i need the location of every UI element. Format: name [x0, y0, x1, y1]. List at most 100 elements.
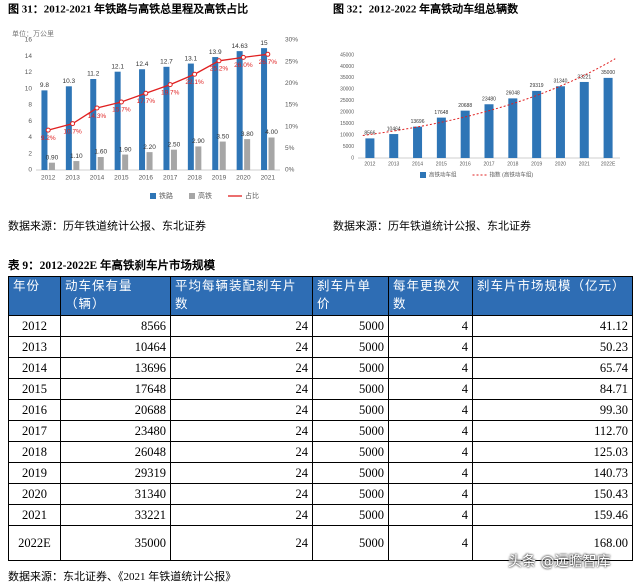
line-label: 19.7% — [161, 89, 180, 96]
legend-label: 高铁动车组 — [429, 170, 457, 178]
table-cell: 24 — [170, 441, 313, 463]
table-cell: 2018 — [8, 441, 61, 463]
table-cell: 2019 — [8, 462, 61, 484]
bar — [170, 149, 177, 170]
table-row: 2020 31340 24 5000 4 150.43 — [8, 483, 633, 505]
table-cell: 24 — [170, 336, 313, 358]
line — [48, 53, 268, 131]
table-cell: 2014 — [8, 357, 61, 379]
y-tick-label: 0 — [28, 167, 32, 174]
line-label: 17.7% — [137, 98, 156, 105]
bar — [90, 79, 97, 170]
data-label: 1.60 — [94, 149, 107, 156]
table-cell: 5000 — [312, 525, 389, 561]
bar — [236, 51, 243, 170]
y-tick-label: 5000 — [343, 144, 354, 150]
table-cell: 168.00 — [472, 525, 633, 561]
table-cell: 5000 — [312, 504, 389, 526]
data-label: 33221 — [577, 74, 591, 80]
y-tick-label: 45000 — [340, 52, 354, 58]
table-cell: 13696 — [60, 357, 171, 379]
y-tick-label: 4 — [28, 134, 32, 141]
y2-tick-label: 25% — [285, 58, 298, 65]
header-cell: 每年更换次数 — [388, 276, 473, 316]
table-cell: 2017 — [8, 420, 61, 442]
table-cell: 17648 — [60, 378, 171, 400]
x-tick-label: 2016 — [139, 175, 154, 182]
y-tick-label: 25000 — [340, 98, 354, 104]
bar — [484, 104, 494, 158]
x-tick-label: 2017 — [163, 175, 178, 182]
data-label: 12.7 — [160, 59, 173, 66]
charts: 图 31：2012-2021 年铁路与高铁总里程及高铁占比数据来源：历年铁道统计… — [8, 2, 620, 233]
legend-label: 占比 — [245, 191, 259, 200]
line-label: 25.2% — [210, 66, 229, 73]
data-label: 1.10 — [70, 153, 83, 160]
data-label: 1.90 — [119, 146, 132, 153]
table-row: 2015 17648 24 5000 4 84.71 — [8, 378, 633, 400]
x-tick-label: 2013 — [388, 161, 399, 167]
chart-title: 图 31：2012-2021 年铁路与高铁总里程及高铁占比 — [8, 2, 248, 16]
bar — [436, 117, 446, 158]
bar — [579, 81, 589, 158]
data-label: 2.90 — [192, 138, 205, 145]
line-marker — [143, 90, 149, 96]
table-cell: 10464 — [60, 336, 171, 358]
table-cell: 24 — [170, 378, 313, 400]
y-tick-label: 2 — [28, 150, 32, 157]
x-tick-label: 2016 — [460, 161, 471, 167]
legend-label: 指数 (高铁动车组) — [490, 170, 534, 178]
data-label: 9.8 — [40, 82, 49, 89]
data-label: 26048 — [506, 91, 520, 97]
header-row: 年份 动车保有量（辆） 平均每辆装配刹车片数 刹车片单价 每年更换次数 刹车片市场规模（亿… — [8, 276, 633, 316]
x-tick-label: 2012 — [41, 175, 56, 182]
table-cell: 4 — [388, 336, 473, 358]
watermark: 头条 @远瞻智库 — [508, 554, 611, 570]
table-cell: 5000 — [312, 315, 389, 337]
y-tick-label: 20000 — [340, 110, 354, 116]
table-row: 2013 10464 24 5000 4 50.23 — [8, 336, 633, 358]
data-label: 29319 — [530, 83, 544, 89]
y2-tick-label: 10% — [285, 123, 298, 130]
table-cell: 24 — [170, 504, 313, 526]
y-tick-label: 10 — [25, 85, 33, 92]
table-cell: 20688 — [60, 399, 171, 421]
x-tick-label: 2020 — [555, 161, 566, 167]
x-tick-label: 2022E — [601, 161, 616, 167]
table-cell: 2022E — [8, 525, 61, 561]
table-cell: 5000 — [312, 357, 389, 379]
table-cell: 4 — [388, 399, 473, 421]
table-cell: 2021 — [8, 504, 61, 526]
table-cell: 5000 — [312, 378, 389, 400]
table-cell: 4 — [388, 378, 473, 400]
data-label: 12.4 — [136, 61, 149, 68]
legend-label: 高铁 — [198, 191, 212, 200]
table-cell: 5000 — [312, 483, 389, 505]
line-marker — [70, 121, 76, 127]
table-row: 2018 26048 24 5000 4 125.03 — [8, 441, 633, 463]
bar — [555, 86, 565, 158]
line-label: 22.1% — [185, 79, 204, 86]
chart-title: 图 32：2012-2022 年高铁动车组总辆数 — [333, 2, 519, 16]
table-cell: 35000 — [60, 525, 171, 561]
data-label: 20688 — [458, 103, 472, 109]
data-label: 10464 — [387, 126, 401, 132]
data-label: 11.2 — [87, 71, 100, 78]
table-cell: 125.03 — [472, 441, 633, 463]
table-cell: 24 — [170, 420, 313, 442]
data-label: 3.50 — [216, 133, 229, 140]
data-label: 17648 — [434, 110, 448, 116]
table-cell: 5000 — [312, 462, 389, 484]
table-cell: 2016 — [8, 399, 61, 421]
table-cell: 2015 — [8, 378, 61, 400]
table-cell: 5000 — [312, 441, 389, 463]
y-tick-label: 14 — [25, 53, 33, 60]
line-marker — [94, 105, 100, 111]
bar — [73, 161, 80, 170]
table-cell: 5000 — [312, 399, 389, 421]
table-cell: 33221 — [60, 504, 171, 526]
bar — [139, 69, 146, 170]
header-cell: 平均每辆装配刹车片数 — [170, 276, 313, 316]
y-tick-label: 15000 — [340, 121, 354, 127]
